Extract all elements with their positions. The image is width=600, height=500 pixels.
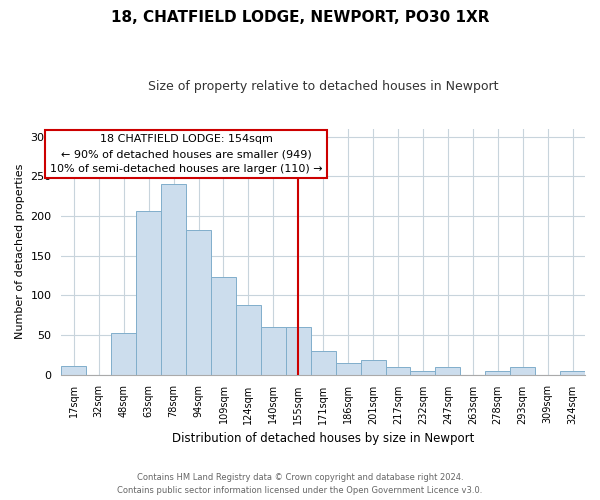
Y-axis label: Number of detached properties: Number of detached properties xyxy=(15,164,25,340)
Bar xyxy=(311,351,335,374)
Bar xyxy=(436,366,460,374)
Bar xyxy=(236,305,261,374)
Bar xyxy=(261,327,286,374)
Bar xyxy=(485,372,510,374)
Bar xyxy=(61,366,86,374)
Bar xyxy=(560,372,585,374)
Bar xyxy=(211,277,236,374)
Bar xyxy=(136,212,161,374)
Title: Size of property relative to detached houses in Newport: Size of property relative to detached ho… xyxy=(148,80,499,93)
Bar xyxy=(286,327,311,374)
Bar xyxy=(410,370,436,374)
Bar xyxy=(111,334,136,374)
Bar xyxy=(335,362,361,374)
Bar xyxy=(510,366,535,374)
Bar xyxy=(186,230,211,374)
Text: Contains HM Land Registry data © Crown copyright and database right 2024.
Contai: Contains HM Land Registry data © Crown c… xyxy=(118,473,482,495)
Text: 18 CHATFIELD LODGE: 154sqm
← 90% of detached houses are smaller (949)
10% of sem: 18 CHATFIELD LODGE: 154sqm ← 90% of deta… xyxy=(50,134,322,174)
Text: 18, CHATFIELD LODGE, NEWPORT, PO30 1XR: 18, CHATFIELD LODGE, NEWPORT, PO30 1XR xyxy=(111,10,489,25)
Bar xyxy=(361,360,386,374)
Bar xyxy=(386,366,410,374)
X-axis label: Distribution of detached houses by size in Newport: Distribution of detached houses by size … xyxy=(172,432,475,445)
Bar xyxy=(161,184,186,374)
